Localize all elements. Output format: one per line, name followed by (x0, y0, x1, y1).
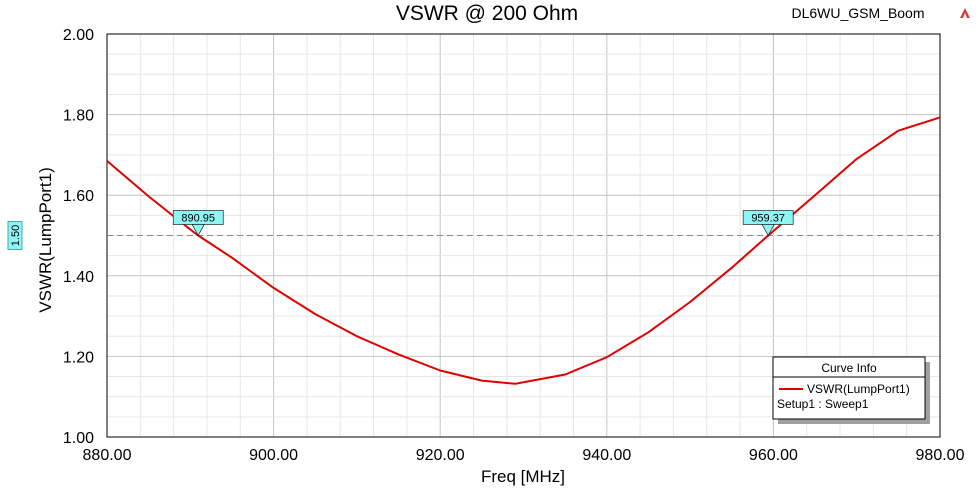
marker-2[interactable]: 959.37 (742, 210, 794, 237)
marker-1-pointer (191, 224, 205, 237)
marker-2-pointer (761, 224, 775, 237)
legend-entry: VSWR(LumpPort1) (807, 382, 910, 396)
x-tick-label: 900.00 (249, 447, 298, 464)
legend[interactable]: Curve Info VSWR(LumpPort1) Setup1 : Swee… (772, 356, 930, 424)
x-tick-label: 920.00 (416, 447, 465, 464)
marker-1[interactable]: 890.95 (172, 210, 224, 237)
x-tick-label: 960.00 (749, 447, 798, 464)
project-name: DL6WU_GSM_Boom (791, 5, 924, 21)
reference-label: 1.50 (10, 225, 22, 246)
axis-ticks: 880.00 900.00 920.00 940.00 960.00 980.00 1.00… (63, 27, 965, 464)
markers: 890.95 959.37 (172, 210, 794, 237)
reference-line-group: 1.50 (7, 221, 940, 250)
y-tick-label: 1.40 (63, 269, 94, 286)
legend-title: Curve Info (821, 361, 877, 375)
y-tick-label: 1.80 (63, 108, 94, 125)
series-line-vswr (106, 116, 941, 385)
y-axis-label: VSWR(LumpPort1) (36, 167, 55, 312)
x-tick-label: 940.00 (582, 447, 631, 464)
legend-setup: Setup1 : Sweep1 (777, 397, 869, 411)
y-tick-label: 1.60 (63, 188, 94, 205)
x-axis-label: Freq [MHz] (481, 467, 565, 486)
chart-title: VSWR @ 200 Ohm (396, 2, 578, 25)
y-tick-label: 1.00 (63, 430, 94, 447)
ansys-logo-icon (960, 8, 970, 18)
y-tick-label: 2.00 (63, 27, 94, 44)
marker-1-label: 890.95 (181, 213, 215, 225)
x-tick-label: 880.00 (83, 447, 132, 464)
x-tick-label: 980.00 (916, 447, 965, 464)
y-tick-label: 1.20 (63, 349, 94, 366)
reference-label-box (7, 221, 23, 250)
marker-2-label: 959.37 (751, 213, 785, 225)
